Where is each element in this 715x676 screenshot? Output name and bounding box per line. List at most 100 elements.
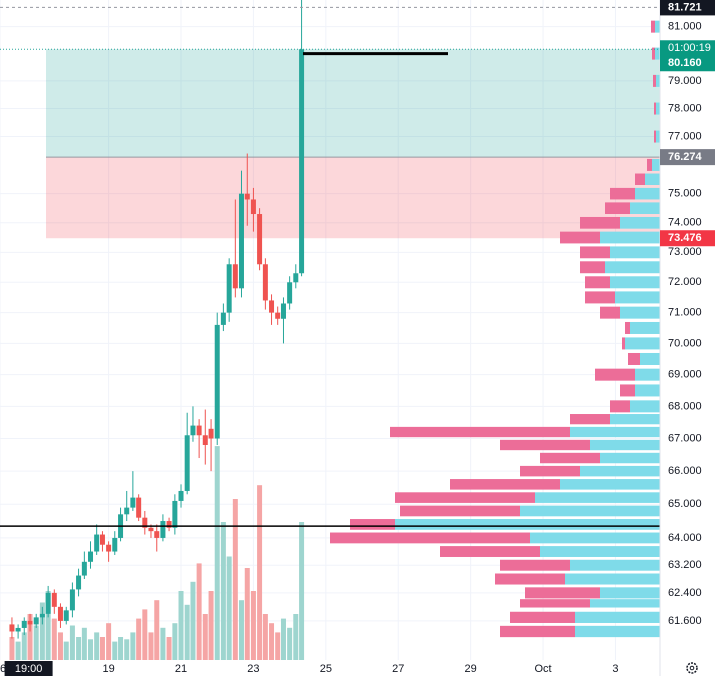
profile-up <box>635 368 660 381</box>
candle-body <box>190 425 196 436</box>
price-tag-label: 81.721 <box>668 1 702 13</box>
volume-bar <box>57 632 63 660</box>
volume-bar <box>124 639 130 660</box>
volume-bar <box>184 604 190 660</box>
x-tick-label: 21 <box>175 663 187 675</box>
volume-bar <box>190 581 196 660</box>
candle-body <box>262 264 268 301</box>
profile-down <box>580 246 610 259</box>
crosshair-time-box <box>4 661 53 676</box>
profile-up <box>580 465 660 477</box>
profile-down <box>647 158 652 171</box>
y-tick-label: 77.000 <box>668 130 702 142</box>
volume-bar <box>94 632 100 660</box>
y-tick-label: 62.400 <box>668 587 702 599</box>
profit-zone <box>46 49 660 158</box>
profile-down <box>610 187 635 200</box>
volume-bar <box>299 522 305 660</box>
profile-down <box>652 47 655 60</box>
volume-bar <box>45 591 51 660</box>
candle-body <box>39 613 45 618</box>
candle-body <box>238 193 244 289</box>
volume-bar <box>51 618 57 660</box>
volume-bar <box>262 614 268 660</box>
candle-body <box>178 490 184 501</box>
profile-down <box>525 587 600 599</box>
profile-up <box>652 158 660 171</box>
close-tag-label: 80.160 <box>668 57 702 69</box>
volume-bar <box>112 641 118 660</box>
candle-body <box>88 551 94 562</box>
volume-bar <box>220 522 226 660</box>
profile-down <box>500 625 575 638</box>
profile-down <box>580 216 620 229</box>
y-tick-label: 63.200 <box>668 559 702 571</box>
volume-bar <box>118 637 124 660</box>
y-tick-label: 74.000 <box>668 217 702 229</box>
candle-body <box>269 300 275 313</box>
volume-bar <box>166 637 172 660</box>
profile-up <box>630 202 660 215</box>
profile-down <box>610 400 630 413</box>
profile-up <box>520 505 660 517</box>
profile-down <box>628 352 640 365</box>
profile-up <box>615 291 660 304</box>
candle-body <box>94 534 100 552</box>
y-tick-label: 72.000 <box>668 276 702 288</box>
volume-bar <box>136 618 142 660</box>
volume-bar <box>257 485 263 660</box>
profile-up <box>560 479 660 490</box>
volume-bar <box>99 637 105 660</box>
profile-up <box>530 532 660 544</box>
volume-bar <box>293 614 299 660</box>
profile-down <box>600 306 620 319</box>
candle-body <box>214 324 220 439</box>
profile-up <box>656 102 660 115</box>
profile-down <box>635 173 645 185</box>
candle-body <box>57 606 63 621</box>
candle-body <box>33 617 39 625</box>
volume-bar <box>9 637 15 660</box>
candle-body <box>81 561 87 576</box>
volume-bar <box>280 618 286 660</box>
volume-bar <box>63 641 69 660</box>
profile-down <box>400 505 520 517</box>
profile-down <box>450 479 560 490</box>
x-tick-label: 25 <box>320 663 332 675</box>
volume-bar <box>269 623 275 660</box>
y-tick-label: 65.000 <box>668 498 702 510</box>
y-tick-label: 81.000 <box>668 21 702 33</box>
profile-up <box>620 216 660 229</box>
price-tag <box>660 230 715 247</box>
y-tick-label: 69.000 <box>668 369 702 381</box>
candle-body <box>299 49 305 274</box>
candle-body <box>99 534 105 545</box>
settings-button[interactable] <box>686 662 698 674</box>
profile-up <box>395 519 660 530</box>
volume-bar <box>69 625 75 660</box>
candle-body <box>208 428 214 439</box>
candle-body <box>226 264 232 313</box>
x-tick-label: 29 <box>465 663 477 675</box>
profile-up <box>610 246 660 259</box>
profile-up <box>610 276 660 289</box>
volume-bar <box>15 641 21 660</box>
candle-body <box>275 312 281 319</box>
profile-up <box>655 47 660 60</box>
profile-down <box>520 599 590 608</box>
y-tick-label: 79.000 <box>668 75 702 87</box>
volume-bar <box>226 556 232 660</box>
profile-down <box>570 414 610 425</box>
y-tick-label: 70.000 <box>668 337 702 349</box>
profile-down <box>580 261 605 274</box>
close-tag <box>660 40 715 72</box>
profile-down <box>595 368 635 381</box>
volume-bar <box>33 625 39 660</box>
profile-up <box>535 492 660 503</box>
volume-bar <box>196 563 202 660</box>
profile-down <box>540 452 600 464</box>
volume-bar <box>232 499 238 660</box>
y-tick-label: 67.000 <box>668 432 702 444</box>
profile-down <box>495 573 565 585</box>
profile-up <box>656 130 660 143</box>
